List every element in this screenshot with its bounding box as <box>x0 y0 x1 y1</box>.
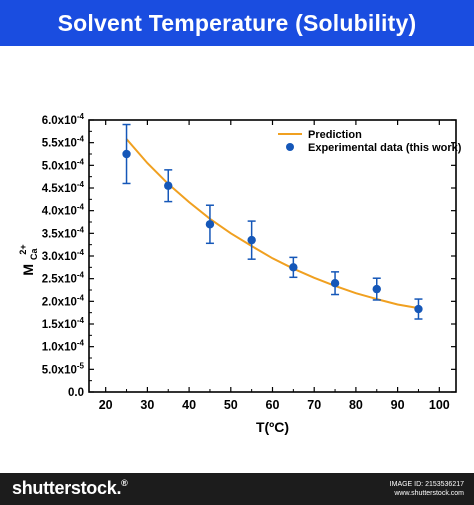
trademark-symbol: ® <box>121 478 128 488</box>
x-tick-label: 30 <box>140 398 154 412</box>
y-axis-title: M Ca 2+ <box>18 244 40 275</box>
x-tick-label: 70 <box>307 398 321 412</box>
y-axis-title-superscript: 2+ <box>18 244 28 254</box>
svg-text:M Ca 2+: M Ca 2+ <box>18 244 40 275</box>
image-meta: IMAGE ID: 2153536217 www.shutterstock.co… <box>390 480 464 498</box>
y-tick-label: 3.5x10-4 <box>42 225 85 240</box>
y-tick-label: 2.0x10-4 <box>42 293 85 308</box>
legend-experimental-label: Experimental data (this work) <box>308 142 462 154</box>
x-tick-label: 20 <box>99 398 113 412</box>
footer-bar: shutterstock.® IMAGE ID: 2153536217 www.… <box>0 473 474 505</box>
data-point <box>414 304 423 314</box>
y-tick-label: 4.0x10-4 <box>42 203 85 218</box>
logo-text: shutterstock <box>12 478 117 498</box>
data-point <box>205 220 215 229</box>
chart-title: Solvent Temperature (Solubility) <box>57 9 417 36</box>
y-tick-label: 5.0x10-4 <box>42 157 85 172</box>
legend-experimental-marker <box>286 143 294 151</box>
y-tick-label: 2.5x10-4 <box>42 271 85 286</box>
chart-background <box>0 46 474 473</box>
y-tick-label: 4.5x10-4 <box>42 180 85 195</box>
y-tick-label: 5.5x10-4 <box>42 135 85 150</box>
prediction-line <box>125 138 419 310</box>
y-tick-label: 1.0x10-4 <box>42 339 85 354</box>
x-axis-title: T(ºC) <box>256 419 289 435</box>
title-banner: Solvent Temperature (Solubility) <box>0 0 474 46</box>
site-url: www.shutterstock.com <box>394 490 464 497</box>
data-point <box>289 263 298 272</box>
shutterstock-logo: shutterstock.® <box>12 478 128 499</box>
y-tick-label: 1.5x10-4 <box>42 316 85 331</box>
plot-marks <box>122 123 423 320</box>
axes: 0.0 5.0x10-5 1.0x10-4 1.5x10-4 2.0x10-4 2.5x1… <box>42 112 457 412</box>
data-point <box>330 279 340 288</box>
data-point <box>122 149 131 159</box>
y-tick-label: 0.0 <box>68 387 84 399</box>
x-tick-label: 40 <box>182 398 196 412</box>
data-point <box>247 235 256 245</box>
x-tick-label: 90 <box>391 398 405 412</box>
axis-titles: T(ºC) M Ca 2+ <box>18 244 289 435</box>
image-id: IMAGE ID: 2153536217 <box>389 481 464 488</box>
logo-mark: . <box>116 478 122 498</box>
chart-area: 0.0 5.0x10-5 1.0x10-4 1.5x10-4 2.0x10-4 2.5x1… <box>0 46 474 473</box>
x-tick-label: 100 <box>429 398 450 412</box>
y-axis-title-subscript: Ca <box>29 248 39 260</box>
y-tick-label: 6.0x10-4 <box>42 112 85 127</box>
y-axis-title-base: M <box>20 264 36 276</box>
x-tick-label: 60 <box>266 398 280 412</box>
legend: Prediction Experimental data (this work) <box>278 129 462 154</box>
y-tick-label: 5.0x10-5 <box>42 361 85 376</box>
y-tick-label: 3.0x10-4 <box>42 248 85 263</box>
data-point <box>164 181 173 190</box>
x-tick-label: 80 <box>349 398 363 412</box>
x-tick-label: 50 <box>224 398 238 412</box>
legend-prediction-label: Prediction <box>308 129 362 141</box>
data-point <box>372 284 381 294</box>
